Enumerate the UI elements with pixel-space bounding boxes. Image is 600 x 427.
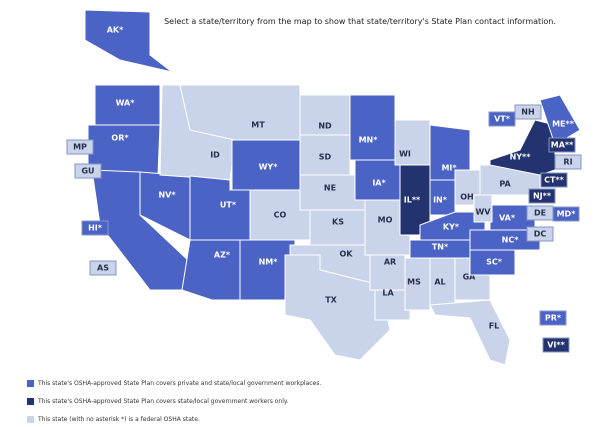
- state-label[interactable]: OR*: [111, 134, 129, 143]
- state-label[interactable]: WV: [475, 208, 491, 217]
- legend-swatch: [27, 416, 34, 423]
- territory-tag[interactable]: [526, 226, 554, 242]
- territory-label[interactable]: GU: [81, 167, 94, 176]
- territory-tag[interactable]: [514, 104, 542, 120]
- legend-text: This state (with no asterisk *) is a fed…: [38, 416, 200, 423]
- state-label[interactable]: IA*: [372, 179, 386, 188]
- territory-label[interactable]: HI*: [88, 224, 103, 233]
- state-label[interactable]: MT: [251, 121, 265, 130]
- territory-tag[interactable]: [66, 139, 94, 155]
- state-label[interactable]: ID: [210, 151, 220, 160]
- state-label[interactable]: AZ*: [214, 251, 231, 260]
- state-shape[interactable]: [179, 84, 301, 141]
- territory-label[interactable]: DC: [534, 230, 547, 239]
- state-label[interactable]: ME**: [552, 120, 575, 129]
- state-label[interactable]: AL: [434, 278, 445, 287]
- state-label[interactable]: AK*: [107, 26, 124, 35]
- state-label[interactable]: NC*: [502, 236, 520, 245]
- territory-tag[interactable]: [89, 260, 117, 276]
- legend-swatch: [27, 380, 34, 387]
- territory-tag[interactable]: [540, 172, 568, 188]
- territory-label[interactable]: AS: [97, 264, 109, 273]
- state-label[interactable]: WI: [399, 150, 411, 159]
- territory-tag[interactable]: [74, 163, 102, 179]
- territory-tag[interactable]: [539, 310, 567, 326]
- territory-label[interactable]: VI**: [547, 341, 565, 350]
- legend-swatch: [27, 398, 34, 405]
- state-shape[interactable]: [489, 119, 556, 176]
- state-label[interactable]: MS: [407, 278, 421, 287]
- territory-tag[interactable]: [81, 220, 109, 236]
- state-label[interactable]: NE: [324, 184, 336, 193]
- state-label[interactable]: IN*: [433, 196, 448, 205]
- state-label[interactable]: TX: [325, 296, 337, 305]
- territory-tag[interactable]: [542, 337, 570, 353]
- instruction: Select a state/territory from the map to…: [164, 17, 556, 26]
- state-label[interactable]: MN*: [359, 136, 379, 145]
- legend-item: This state (with no asterisk *) is a fed…: [27, 416, 200, 423]
- state-label[interactable]: ND: [318, 122, 332, 131]
- state-label[interactable]: UT*: [220, 201, 237, 210]
- territory-label[interactable]: MP: [73, 143, 87, 152]
- territory-label[interactable]: RI: [563, 158, 572, 167]
- legend-text: This state's OSHA-approved State Plan co…: [38, 398, 289, 405]
- legend-text: This state's OSHA-approved State Plan co…: [38, 380, 322, 387]
- state-label[interactable]: KY*: [443, 223, 460, 232]
- territory-label[interactable]: MA**: [551, 141, 574, 150]
- territory-tag[interactable]: [548, 137, 576, 153]
- state-label[interactable]: KS: [332, 218, 344, 227]
- legend-item: This state's OSHA-approved State Plan co…: [27, 398, 289, 405]
- state-label[interactable]: SD: [319, 153, 332, 162]
- territory-label[interactable]: NH: [521, 108, 534, 117]
- state-shape[interactable]: [181, 239, 241, 301]
- state-shape[interactable]: [539, 94, 581, 146]
- state-shape[interactable]: [419, 211, 486, 241]
- territory-label[interactable]: CT**: [544, 176, 565, 185]
- state-label[interactable]: NM*: [259, 258, 279, 267]
- state-label[interactable]: LA: [382, 289, 394, 298]
- territory-tag[interactable]: [552, 206, 580, 222]
- state-label[interactable]: NY**: [510, 153, 532, 162]
- state-label[interactable]: NV*: [158, 191, 176, 200]
- state-label[interactable]: MI*: [441, 164, 457, 173]
- state-shape[interactable]: [84, 9, 173, 73]
- territory-label[interactable]: VT*: [494, 115, 511, 124]
- state-label[interactable]: WY*: [259, 163, 279, 172]
- state-label[interactable]: OH: [460, 193, 474, 202]
- territory-label[interactable]: PR*: [545, 314, 562, 323]
- state-shape[interactable]: [349, 94, 396, 161]
- state-label[interactable]: OK: [340, 250, 354, 259]
- state-shape[interactable]: [404, 257, 431, 311]
- state-label[interactable]: FL: [489, 322, 500, 331]
- state-label[interactable]: TN*: [432, 243, 449, 252]
- state-label[interactable]: VA*: [499, 214, 516, 223]
- territory-tag[interactable]: [528, 188, 556, 204]
- territory-tag[interactable]: [554, 154, 582, 170]
- state-shape[interactable]: [284, 254, 391, 361]
- territory-label[interactable]: DE: [534, 209, 546, 218]
- map: AK*WA*OR*CA*NV*IDMTWY*UT*COAZ*NM*NDSDNEK…: [66, 9, 582, 366]
- state-label[interactable]: PA: [499, 180, 511, 189]
- state-label[interactable]: GA: [463, 273, 477, 282]
- legend-item: This state's OSHA-approved State Plan co…: [27, 380, 321, 387]
- state-label[interactable]: IL**: [404, 196, 421, 205]
- state-label[interactable]: WA*: [116, 99, 136, 108]
- territory-label[interactable]: NJ**: [533, 192, 552, 201]
- state-label[interactable]: MO: [378, 216, 393, 225]
- state-label[interactable]: SC*: [486, 258, 503, 267]
- state-shape[interactable]: [309, 209, 371, 246]
- state-label[interactable]: CO: [274, 211, 287, 220]
- state-label[interactable]: AR: [384, 258, 396, 267]
- state-shape[interactable]: [374, 289, 411, 321]
- territory-label[interactable]: MD*: [557, 210, 577, 219]
- state-shape[interactable]: [429, 299, 511, 366]
